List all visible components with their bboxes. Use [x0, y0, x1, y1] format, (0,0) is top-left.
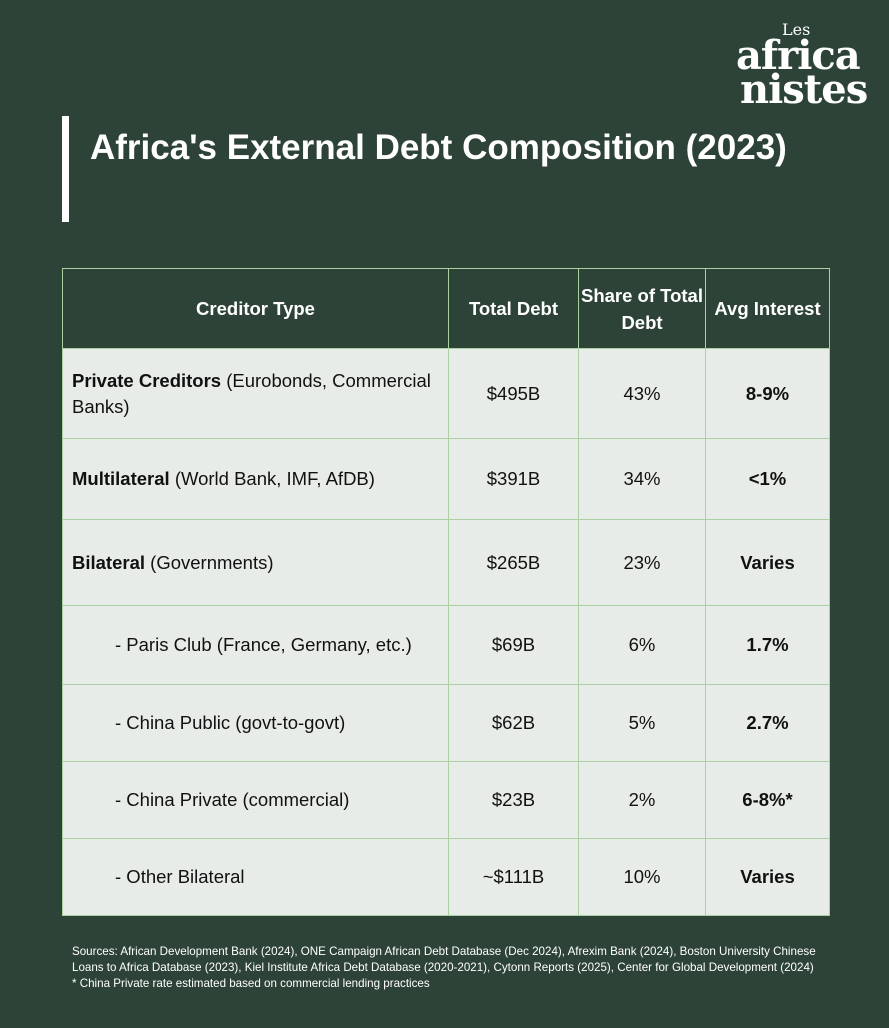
- interest: 6-8%*: [705, 761, 830, 839]
- creditor-detail: (World Bank, IMF, AfDB): [174, 468, 375, 489]
- total-debt: ~$111B: [448, 838, 579, 916]
- sources: Sources: African Development Bank (2024)…: [72, 945, 816, 974]
- share: 34%: [578, 438, 706, 520]
- creditor-detail: - Paris Club (France, Germany, etc.): [115, 634, 412, 655]
- creditor-cell: Bilateral (Governments): [62, 519, 449, 606]
- creditor-cell: - Other Bilateral: [62, 838, 449, 916]
- creditor-cell: - Paris Club (France, Germany, etc.): [62, 605, 449, 685]
- creditor-cell: Private Creditors (Eurobonds, Commercial…: [62, 348, 449, 439]
- interest: <1%: [705, 438, 830, 520]
- creditor-cell: Multilateral (World Bank, IMF, AfDB): [62, 438, 449, 520]
- interest: 1.7%: [705, 605, 830, 685]
- share: 43%: [578, 348, 706, 439]
- table-row: - Paris Club (France, Germany, etc.) $69B…: [62, 605, 830, 685]
- table-row: Bilateral (Governments) $265B 23% Varies: [62, 519, 830, 606]
- creditor-detail: - China Private (commercial): [115, 789, 350, 810]
- total-debt: $69B: [448, 605, 579, 685]
- share: 6%: [578, 605, 706, 685]
- total-debt: $265B: [448, 519, 579, 606]
- column-header: Share of Total Debt: [578, 268, 706, 349]
- table-row: Multilateral (World Bank, IMF, AfDB) $391…: [62, 438, 830, 520]
- note: * China Private rate estimated based on …: [72, 977, 430, 990]
- creditor-detail: - Other Bilateral: [115, 866, 245, 887]
- footer: Sources: African Development Bank (2024)…: [72, 944, 817, 992]
- share: 23%: [578, 519, 706, 606]
- creditor-cell: - China Private (commercial): [62, 761, 449, 839]
- table-row: - China Private (commercial) $23B 2% 6-8%*: [62, 761, 830, 839]
- share: 10%: [578, 838, 706, 916]
- table-body: Private Creditors (Eurobonds, Commercial…: [62, 348, 830, 916]
- creditor-name: Bilateral: [72, 551, 146, 573]
- creditor-detail: - China Public (govt-to-govt): [115, 712, 346, 733]
- table-row: - China Public (govt-to-govt) $62B 5% 2.7%: [62, 684, 830, 762]
- logo-text: nistes: [740, 66, 868, 113]
- creditor-detail: (Governments): [150, 551, 274, 573]
- title: Africa's External Debt Composition (2023…: [90, 128, 787, 167]
- title-bar: [62, 116, 69, 222]
- interest: Varies: [705, 838, 830, 916]
- interest: 8-9%: [705, 348, 830, 439]
- column-header: Avg Interest: [705, 268, 830, 349]
- total-debt: $62B: [448, 684, 579, 762]
- total-debt: $495B: [448, 348, 579, 439]
- creditor-detail: (Eurobonds, Commercial Banks): [72, 369, 431, 417]
- share: 2%: [578, 761, 706, 839]
- column-header: Total Debt: [448, 268, 579, 349]
- debt-table: Creditor Type Total Debt Share of Total De…: [62, 268, 830, 916]
- total-debt: $391B: [448, 438, 579, 520]
- logo-text: Les: [782, 20, 811, 39]
- interest: Varies: [705, 519, 830, 606]
- interest: 2.7%: [705, 684, 830, 762]
- column-header: Creditor Type: [62, 268, 449, 349]
- header-row: Creditor Type Total Debt Share of Total De…: [62, 268, 830, 349]
- creditor-cell: - China Public (govt-to-govt): [62, 684, 449, 762]
- creditor-name: Private Creditors: [72, 369, 222, 391]
- share: 5%: [578, 684, 706, 762]
- total-debt: $23B: [448, 761, 579, 839]
- table-row: Private Creditors (Eurobonds, Commercial…: [62, 348, 830, 439]
- logo-text: africa: [736, 32, 861, 79]
- table-row: - Other Bilateral ~$111B 10% Varies: [62, 838, 830, 916]
- creditor-name: Multilateral: [72, 468, 170, 489]
